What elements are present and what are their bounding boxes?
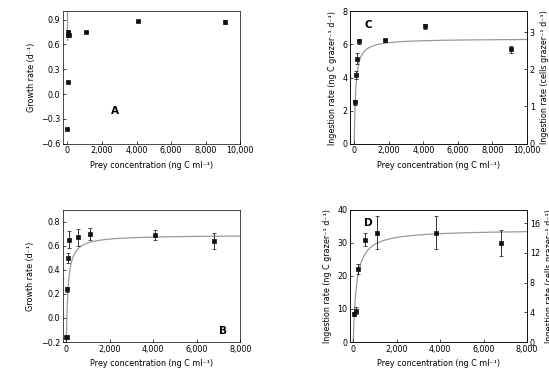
Y-axis label: Ingestion rate (ng C grazer⁻¹ d⁻¹): Ingestion rate (ng C grazer⁻¹ d⁻¹)	[322, 209, 332, 343]
Y-axis label: Growth rate (d⁻¹): Growth rate (d⁻¹)	[26, 241, 36, 310]
X-axis label: Prey concentration (ng C ml⁻¹): Prey concentration (ng C ml⁻¹)	[377, 161, 500, 170]
Text: D: D	[364, 218, 373, 228]
Y-axis label: Ingestion rate (ng C grazer⁻¹ d⁻¹): Ingestion rate (ng C grazer⁻¹ d⁻¹)	[328, 11, 337, 144]
Y-axis label: Ingestion rate (cells grazer⁻¹ d⁻¹): Ingestion rate (cells grazer⁻¹ d⁻¹)	[546, 209, 549, 343]
Text: A: A	[111, 106, 119, 116]
Y-axis label: Growth rate (d⁻¹): Growth rate (d⁻¹)	[26, 43, 36, 112]
X-axis label: Prey concentration (ng C ml⁻¹): Prey concentration (ng C ml⁻¹)	[90, 161, 213, 170]
Text: B: B	[219, 326, 227, 336]
X-axis label: Prey concentration (ng C ml⁻¹): Prey concentration (ng C ml⁻¹)	[377, 359, 500, 368]
Y-axis label: Ingestion rate (cells grazer⁻¹ d⁻¹): Ingestion rate (cells grazer⁻¹ d⁻¹)	[541, 11, 549, 144]
X-axis label: Prey concentration (ng C ml⁻¹): Prey concentration (ng C ml⁻¹)	[90, 359, 213, 368]
Text: C: C	[364, 20, 372, 30]
